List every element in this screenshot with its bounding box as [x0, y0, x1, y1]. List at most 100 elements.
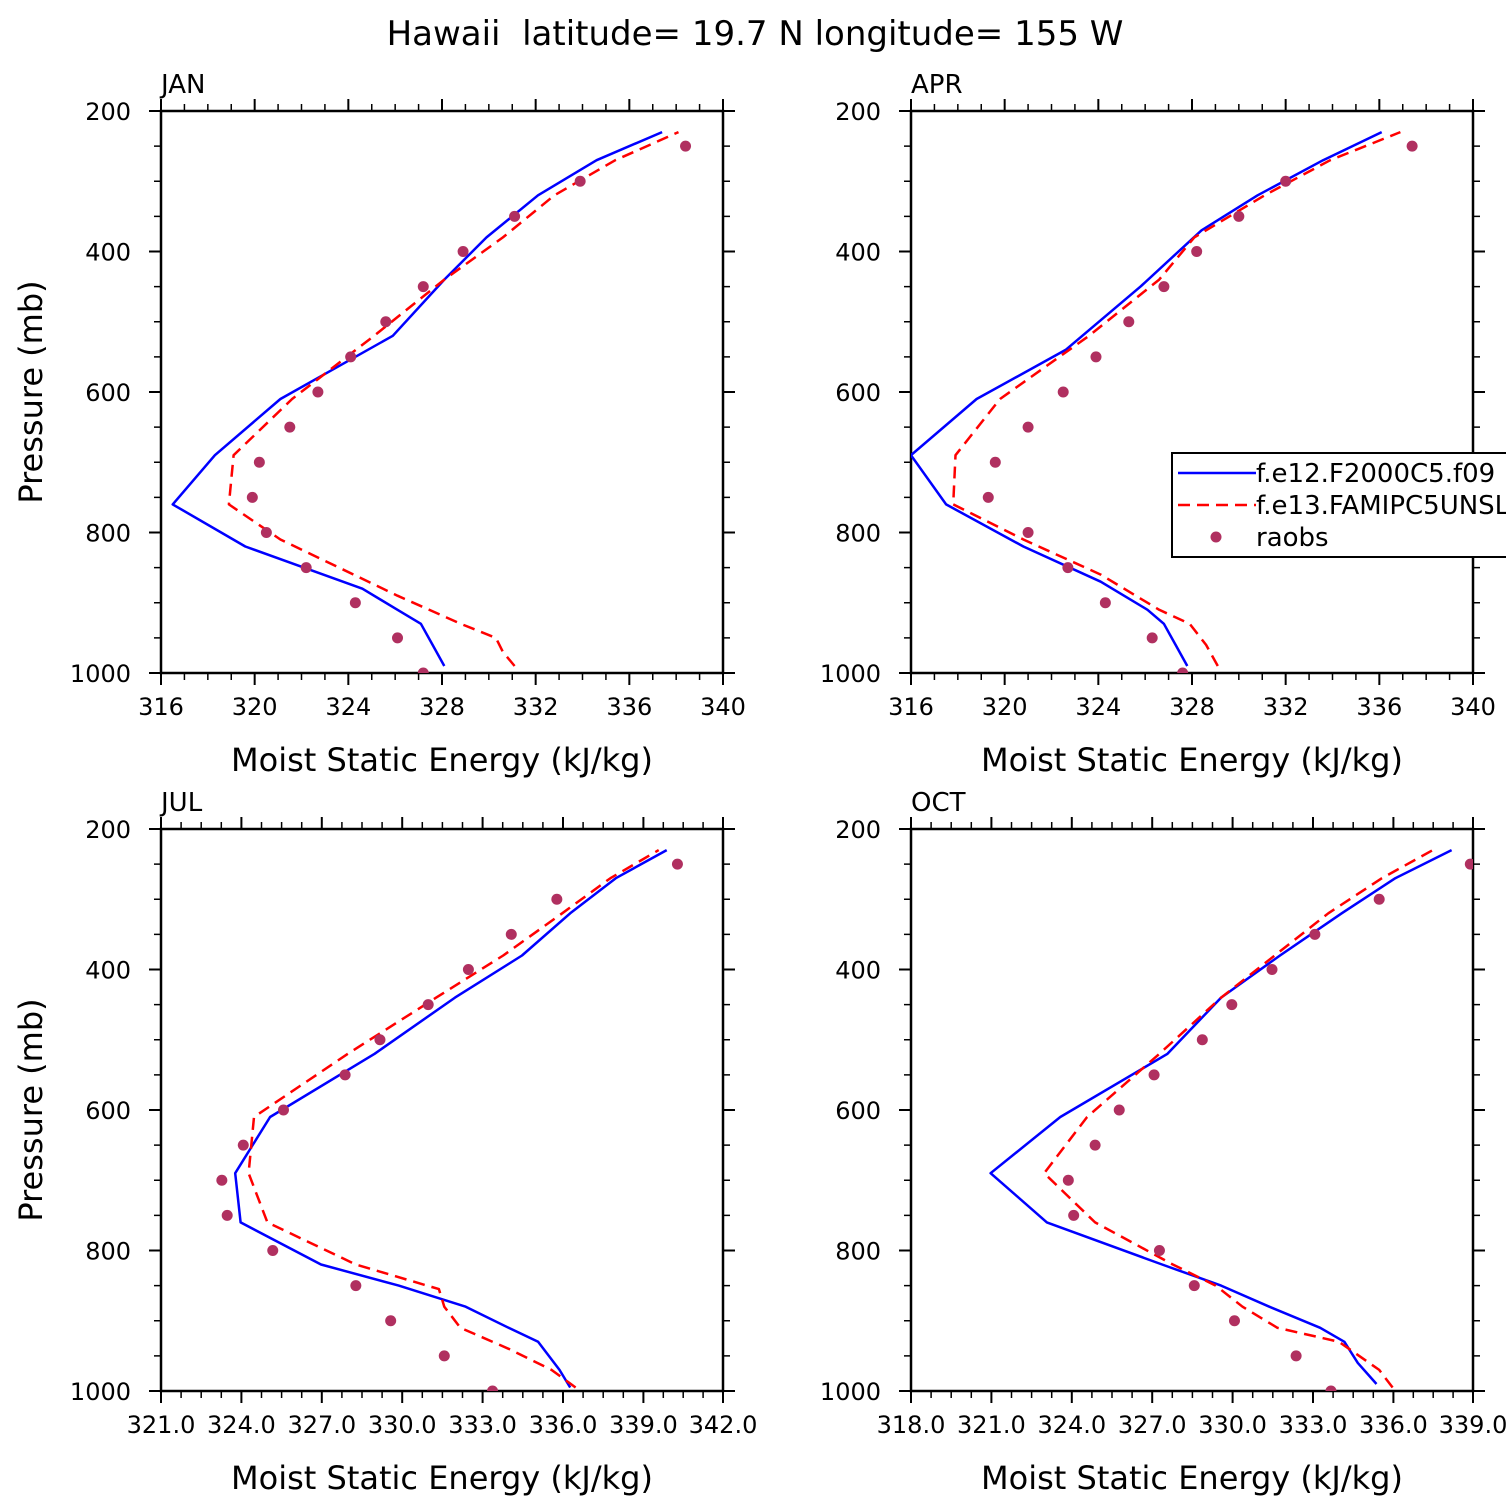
raobs-point — [1196, 1034, 1208, 1046]
series-line-f2000c5 — [171, 130, 663, 667]
series-group — [216, 849, 683, 1391]
y-tick-label: 200 — [85, 816, 131, 844]
raobs-point — [1233, 210, 1245, 222]
chart-panel-oct: 318.0 321.0 324.0 327.0 330.0 333.0 336.0 339.0… — [820, 788, 1507, 1497]
raobs-point — [1123, 316, 1135, 328]
series-line-famipc5 — [227, 130, 680, 667]
raobs-point — [1373, 893, 1385, 905]
chart-panel-jul: 321.0 324.0 327.0 330.0 333.0 336.0 339.0 342.0… — [12, 788, 757, 1497]
x-tick-label: 340 — [1450, 693, 1496, 721]
plot-frame — [159, 109, 725, 675]
x-axis-title: Moist Static Energy (kJ/kg) — [981, 741, 1403, 779]
legend-label: f.e13.FAMIPC5UNSL — [1256, 491, 1510, 521]
raobs-point — [438, 1350, 450, 1362]
x-tick-label: 327.0 — [1118, 1411, 1187, 1439]
x-axis-title: Moist Static Energy (kJ/kg) — [981, 1459, 1403, 1497]
x-tick-label: 320 — [982, 693, 1028, 721]
x-tick-label: 333.0 — [1279, 1411, 1348, 1439]
raobs-point — [237, 1139, 249, 1151]
y-tick-label: 800 — [835, 1238, 881, 1266]
raobs-point — [300, 562, 312, 574]
x-tick-label: 339.0 — [609, 1411, 678, 1439]
x-tick-label: 342.0 — [689, 1411, 758, 1439]
y-tick-label: 600 — [85, 379, 131, 407]
panel-label: APR — [911, 70, 963, 100]
raobs-point — [417, 667, 429, 673]
raobs-point — [551, 893, 563, 905]
plot-frame — [159, 827, 725, 1393]
raobs-point — [1290, 1350, 1302, 1362]
y-axis-title: Pressure (mb) — [12, 998, 50, 1221]
y-tick-label: 800 — [85, 1238, 131, 1266]
x-tick-label: 321.0 — [957, 1411, 1026, 1439]
panel-label: OCT — [911, 788, 966, 818]
raobs-point — [1325, 1385, 1337, 1391]
raobs-point — [1148, 1069, 1160, 1081]
y-tick-label: 1000 — [820, 1378, 881, 1406]
raobs-point — [462, 964, 474, 975]
panel-label: JAN — [159, 70, 205, 100]
raobs-point — [221, 1209, 233, 1221]
raobs-point — [1089, 1139, 1101, 1151]
raobs-point — [349, 597, 361, 609]
raobs-point — [982, 491, 994, 503]
raobs-point — [1266, 964, 1278, 975]
x-tick-label: 320 — [232, 693, 278, 721]
raobs-point — [312, 386, 324, 398]
panel-label: JUL — [159, 788, 203, 818]
raobs-point — [1309, 928, 1321, 940]
y-tick-label: 600 — [85, 1097, 131, 1125]
panels: 316 320 324 328 332 336 340 200 400 600 800 1000 JAN… — [12, 70, 1510, 1497]
raobs-point — [1153, 1245, 1165, 1256]
series-group — [171, 130, 692, 673]
series-line-famipc5 — [247, 849, 660, 1389]
legend-label: f.e12.F2000C5.f09 — [1256, 459, 1495, 489]
raobs-point — [216, 1174, 228, 1186]
raobs-point — [1188, 1280, 1200, 1292]
x-tick-label: 321.0 — [127, 1411, 196, 1439]
raobs-point — [345, 351, 357, 363]
y-axis-title: Pressure (mb) — [12, 280, 50, 503]
chart-panel-apr: 316 320 324 328 332 336 340 200 400 600 800 1000 APR… — [820, 70, 1496, 779]
raobs-point — [487, 1385, 499, 1391]
x-tick-label: 336 — [1356, 693, 1402, 721]
raobs-point — [339, 1069, 351, 1081]
raobs-point — [1022, 421, 1034, 433]
y-tick-label: 1000 — [70, 660, 131, 688]
x-tick-label: 324.0 — [1037, 1411, 1106, 1439]
raobs-point — [457, 246, 469, 257]
y-tick-label: 400 — [835, 957, 881, 985]
x-axis-title: Moist Static Energy (kJ/kg) — [231, 1459, 653, 1497]
raobs-point — [1062, 562, 1074, 574]
x-tick-label: 336.0 — [1359, 1411, 1428, 1439]
x-tick-label: 324.0 — [207, 1411, 276, 1439]
raobs-point — [1113, 1104, 1125, 1116]
raobs-point — [1090, 351, 1102, 363]
raobs-point — [1177, 667, 1189, 673]
raobs-point — [380, 316, 392, 328]
raobs-point — [1062, 1174, 1074, 1186]
x-tick-label: 327.0 — [287, 1411, 356, 1439]
x-tick-label: 328 — [419, 693, 465, 721]
raobs-point — [680, 140, 692, 152]
plot-frame — [909, 827, 1475, 1393]
raobs-point — [1191, 246, 1203, 257]
raobs-point — [574, 175, 586, 187]
raobs-point — [374, 1034, 386, 1046]
chart-panel-jan: 316 320 324 328 332 336 340 200 400 600 800 1000 JAN… — [12, 70, 746, 779]
y-tick-label: 200 — [85, 98, 131, 126]
x-tick-label: 316 — [138, 693, 184, 721]
x-tick-label: 332 — [513, 693, 559, 721]
x-tick-label: 316 — [888, 693, 934, 721]
raobs-point — [422, 999, 434, 1011]
series-line-f2000c5 — [911, 130, 1383, 667]
y-tick-label: 600 — [835, 1097, 881, 1125]
figure-title: Hawaii latitude= 19.7 N longitude= 155 W — [387, 14, 1124, 54]
raobs-point — [277, 1104, 289, 1116]
x-tick-label: 330.0 — [368, 1411, 437, 1439]
x-tick-label: 339.0 — [1439, 1411, 1508, 1439]
legend-label: raobs — [1256, 523, 1329, 553]
